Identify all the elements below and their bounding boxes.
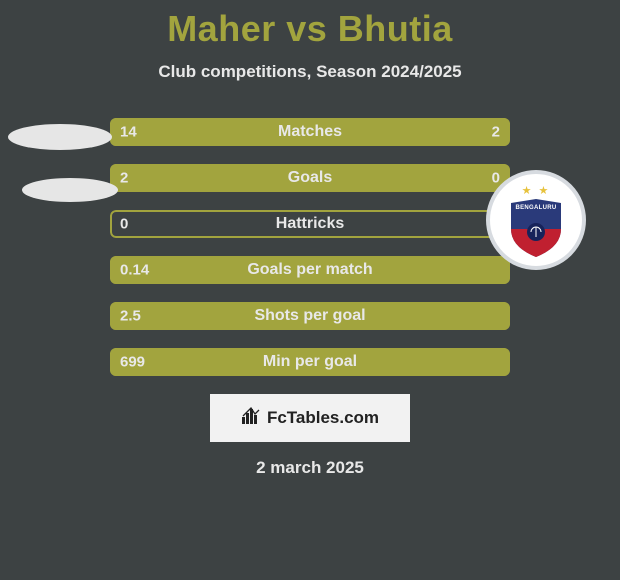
team-right-badge: ★ ★ BENGALURU	[486, 170, 586, 270]
stat-value-left: 0	[120, 216, 128, 233]
logo-text: FcTables.com	[267, 408, 379, 428]
stat-value-left: 14	[120, 124, 137, 141]
stat-row: 14 2 Matches	[110, 118, 510, 146]
player-left-name: Maher	[167, 8, 276, 49]
title-vs: vs	[286, 8, 327, 49]
chart-icon	[241, 407, 261, 430]
stat-row: 0.14 Goals per match	[110, 256, 510, 284]
stat-label: Goals per match	[247, 261, 372, 279]
stat-value-right: 2	[492, 124, 500, 141]
stat-label: Goals	[288, 169, 332, 187]
stat-row: 00Hattricks	[110, 210, 510, 238]
stat-row: 2 0 Goals	[110, 164, 510, 192]
stat-value-left: 2	[120, 170, 128, 187]
stat-row: 699 Min per goal	[110, 348, 510, 376]
subtitle: Club competitions, Season 2024/2025	[0, 62, 620, 82]
stat-value-left: 2.5	[120, 308, 141, 325]
date-text: 2 march 2025	[0, 458, 620, 478]
badge-shield: BENGALURU	[509, 199, 563, 257]
stat-fill-right	[460, 118, 510, 146]
stat-row: 2.5 Shots per goal	[110, 302, 510, 330]
badge-stars: ★ ★	[522, 184, 551, 197]
badge-text: BENGALURU	[515, 205, 556, 211]
content-root: Maher vs Bhutia Club competitions, Seaso…	[0, 0, 620, 580]
team-left-placeholder-2	[22, 178, 118, 202]
stat-label: Hattricks	[276, 215, 344, 233]
stat-label: Min per goal	[263, 353, 357, 371]
stat-label: Shots per goal	[254, 307, 365, 325]
stat-value-left: 699	[120, 354, 145, 371]
stat-value-left: 0.14	[120, 262, 149, 279]
logo-box: FcTables.com	[210, 394, 410, 442]
stat-label: Matches	[278, 123, 342, 141]
stat-value-right: 0	[492, 170, 500, 187]
page-title: Maher vs Bhutia	[0, 0, 620, 50]
team-left-placeholder-1	[8, 124, 112, 150]
player-right-name: Bhutia	[338, 8, 453, 49]
